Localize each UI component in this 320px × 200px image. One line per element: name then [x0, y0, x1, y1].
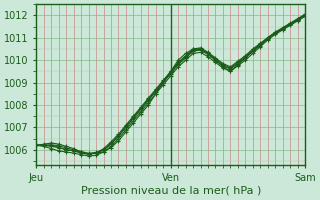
- X-axis label: Pression niveau de la mer( hPa ): Pression niveau de la mer( hPa ): [81, 186, 261, 196]
